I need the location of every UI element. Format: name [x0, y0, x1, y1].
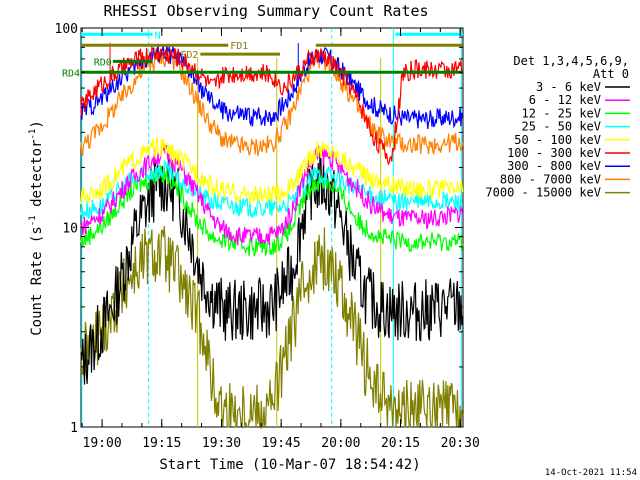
y-tick-label: 1: [70, 421, 78, 436]
generation-timestamp: 14-Oct-2021 11:54: [545, 468, 637, 478]
flag-label-rd0: RD0: [94, 57, 112, 68]
legend-item-label: 3 - 6 keV: [536, 80, 601, 94]
legend-header-line-1: Det 1,3,4,5,6,9,: [513, 54, 629, 68]
legend-item-label: 300 - 800 keV: [507, 159, 601, 173]
y-axis-label: Count Rate (s-1 detector-1): [28, 120, 45, 336]
y-tick-label: 10: [62, 222, 78, 237]
y-axis-label-sup-1: -1: [28, 215, 38, 226]
x-tick-label: 19:45: [262, 436, 301, 451]
legend-header-line-2: Att 0: [593, 67, 629, 81]
series-line-12-25-kev: [80, 165, 464, 257]
series-line-50-100-kev: [80, 136, 464, 205]
flag-label-n: N: [155, 30, 161, 41]
flag-label-fd2: FD2: [180, 50, 198, 61]
series-line-800-7000-kev: [80, 48, 464, 157]
y-tick-label: 100: [55, 22, 78, 37]
plot-area: N FD1 FD2 RD0 RD4 19:00 19:15 19:30 19:45 20:00 20…: [55, 22, 480, 451]
y-axis-label-part-3: ): [29, 120, 45, 128]
chart-title: RHESSI Observing Summary Count Rates: [103, 2, 428, 20]
x-tick-label: 19:15: [142, 436, 181, 451]
legend-item-label: 50 - 100 keV: [514, 133, 601, 147]
series-line-25-50-kev: [80, 160, 464, 221]
x-tick-label: 19:30: [202, 436, 241, 451]
legend-item-label: 12 - 25 keV: [522, 106, 601, 120]
flag-label-fd1: FD1: [230, 41, 248, 52]
legend-item-label: 7000 - 15000 keV: [485, 186, 601, 200]
x-axis-label: Start Time (10-Mar-07 18:54:42): [159, 457, 420, 473]
x-tick-label: 20:30: [441, 436, 480, 451]
x-tick-label: 19:00: [83, 436, 122, 451]
series-line-7000-15000-kev: [80, 225, 464, 430]
series-line-6-12-kev: [80, 143, 464, 246]
legend-item-label: 800 - 7000 keV: [500, 172, 601, 186]
x-tick-label: 20:15: [381, 436, 420, 451]
y-axis-label-part-1: Count Rate (s: [29, 226, 45, 336]
legend-item-label: 100 - 300 keV: [507, 146, 601, 160]
x-tick-label: 20:00: [321, 436, 360, 451]
y-axis-label-part-2: detector: [29, 140, 45, 216]
legend-item-label: 25 - 50 keV: [522, 120, 601, 134]
legend-item-label: 6 - 12 keV: [529, 93, 601, 107]
series-line-3-6-kev: [80, 152, 464, 385]
y-axis-label-sup-2: -1: [28, 129, 38, 140]
flag-label-rd4: RD4: [62, 68, 80, 79]
